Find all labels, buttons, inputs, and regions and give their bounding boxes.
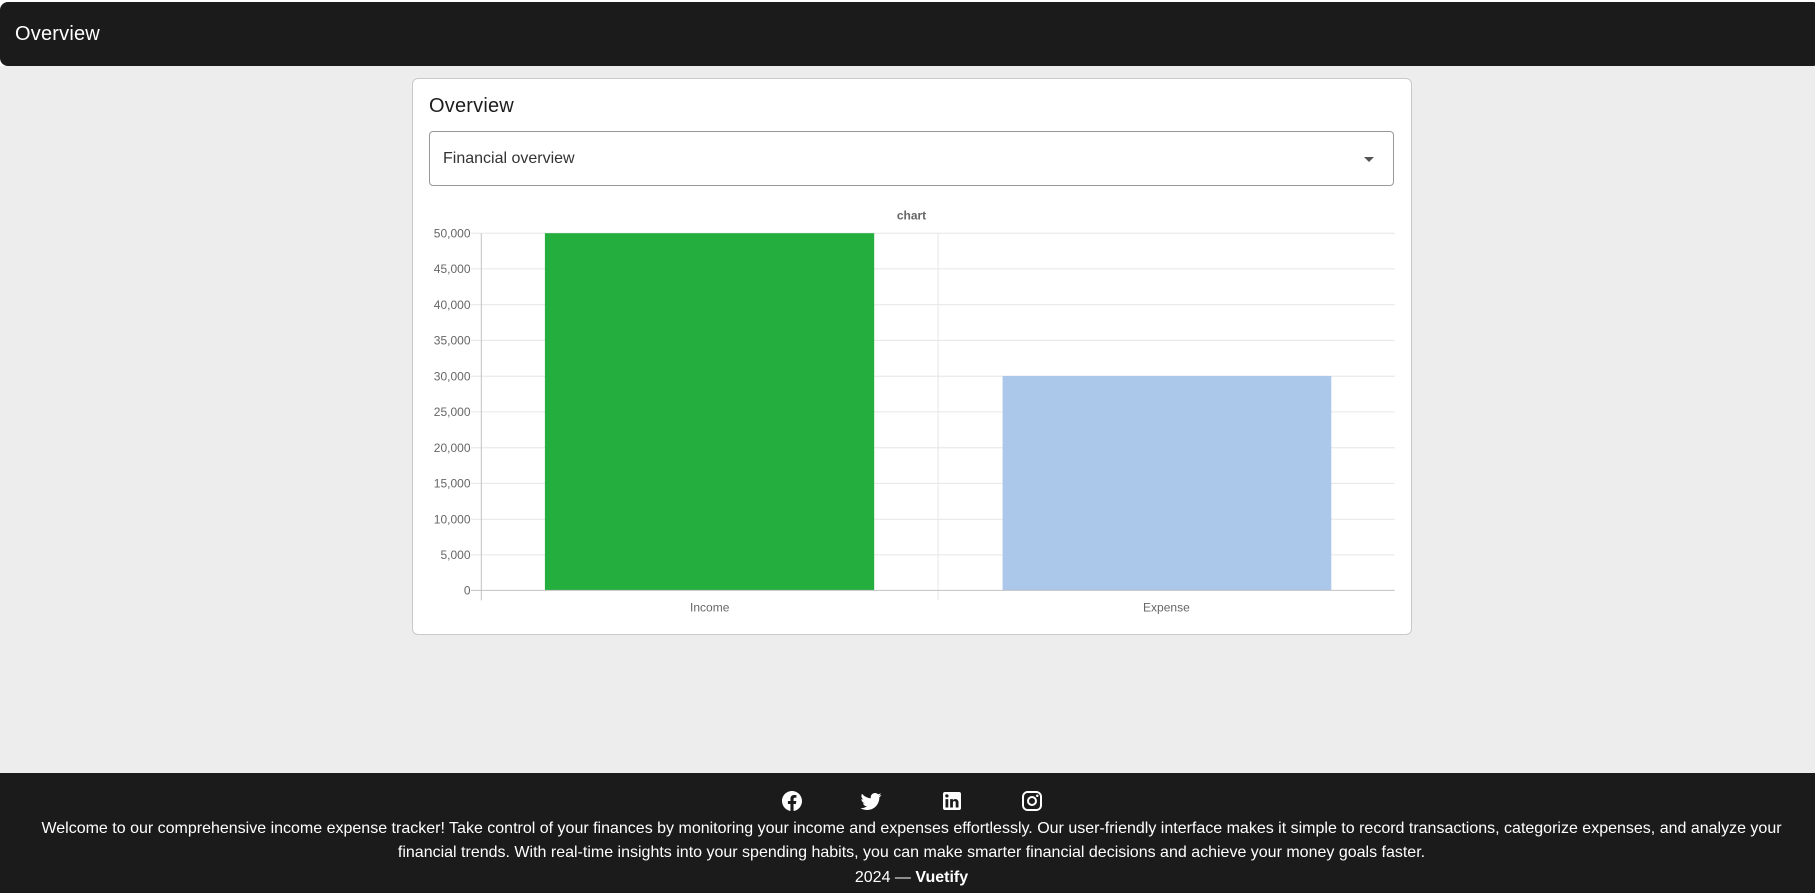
svg-text:0: 0 [464,584,471,598]
svg-text:40,000: 40,000 [434,298,471,312]
svg-text:Income: Income [690,601,730,615]
svg-text:25,000: 25,000 [434,405,471,419]
svg-text:50,000: 50,000 [434,226,471,240]
svg-text:10,000: 10,000 [434,512,471,526]
svg-text:45,000: 45,000 [434,262,471,276]
svg-text:Expense: Expense [1143,601,1190,615]
svg-text:30,000: 30,000 [434,369,471,383]
svg-text:20,000: 20,000 [434,441,471,455]
svg-text:15,000: 15,000 [434,477,471,491]
svg-text:chart: chart [897,209,926,223]
svg-text:35,000: 35,000 [434,334,471,348]
svg-text:5,000: 5,000 [440,548,470,562]
